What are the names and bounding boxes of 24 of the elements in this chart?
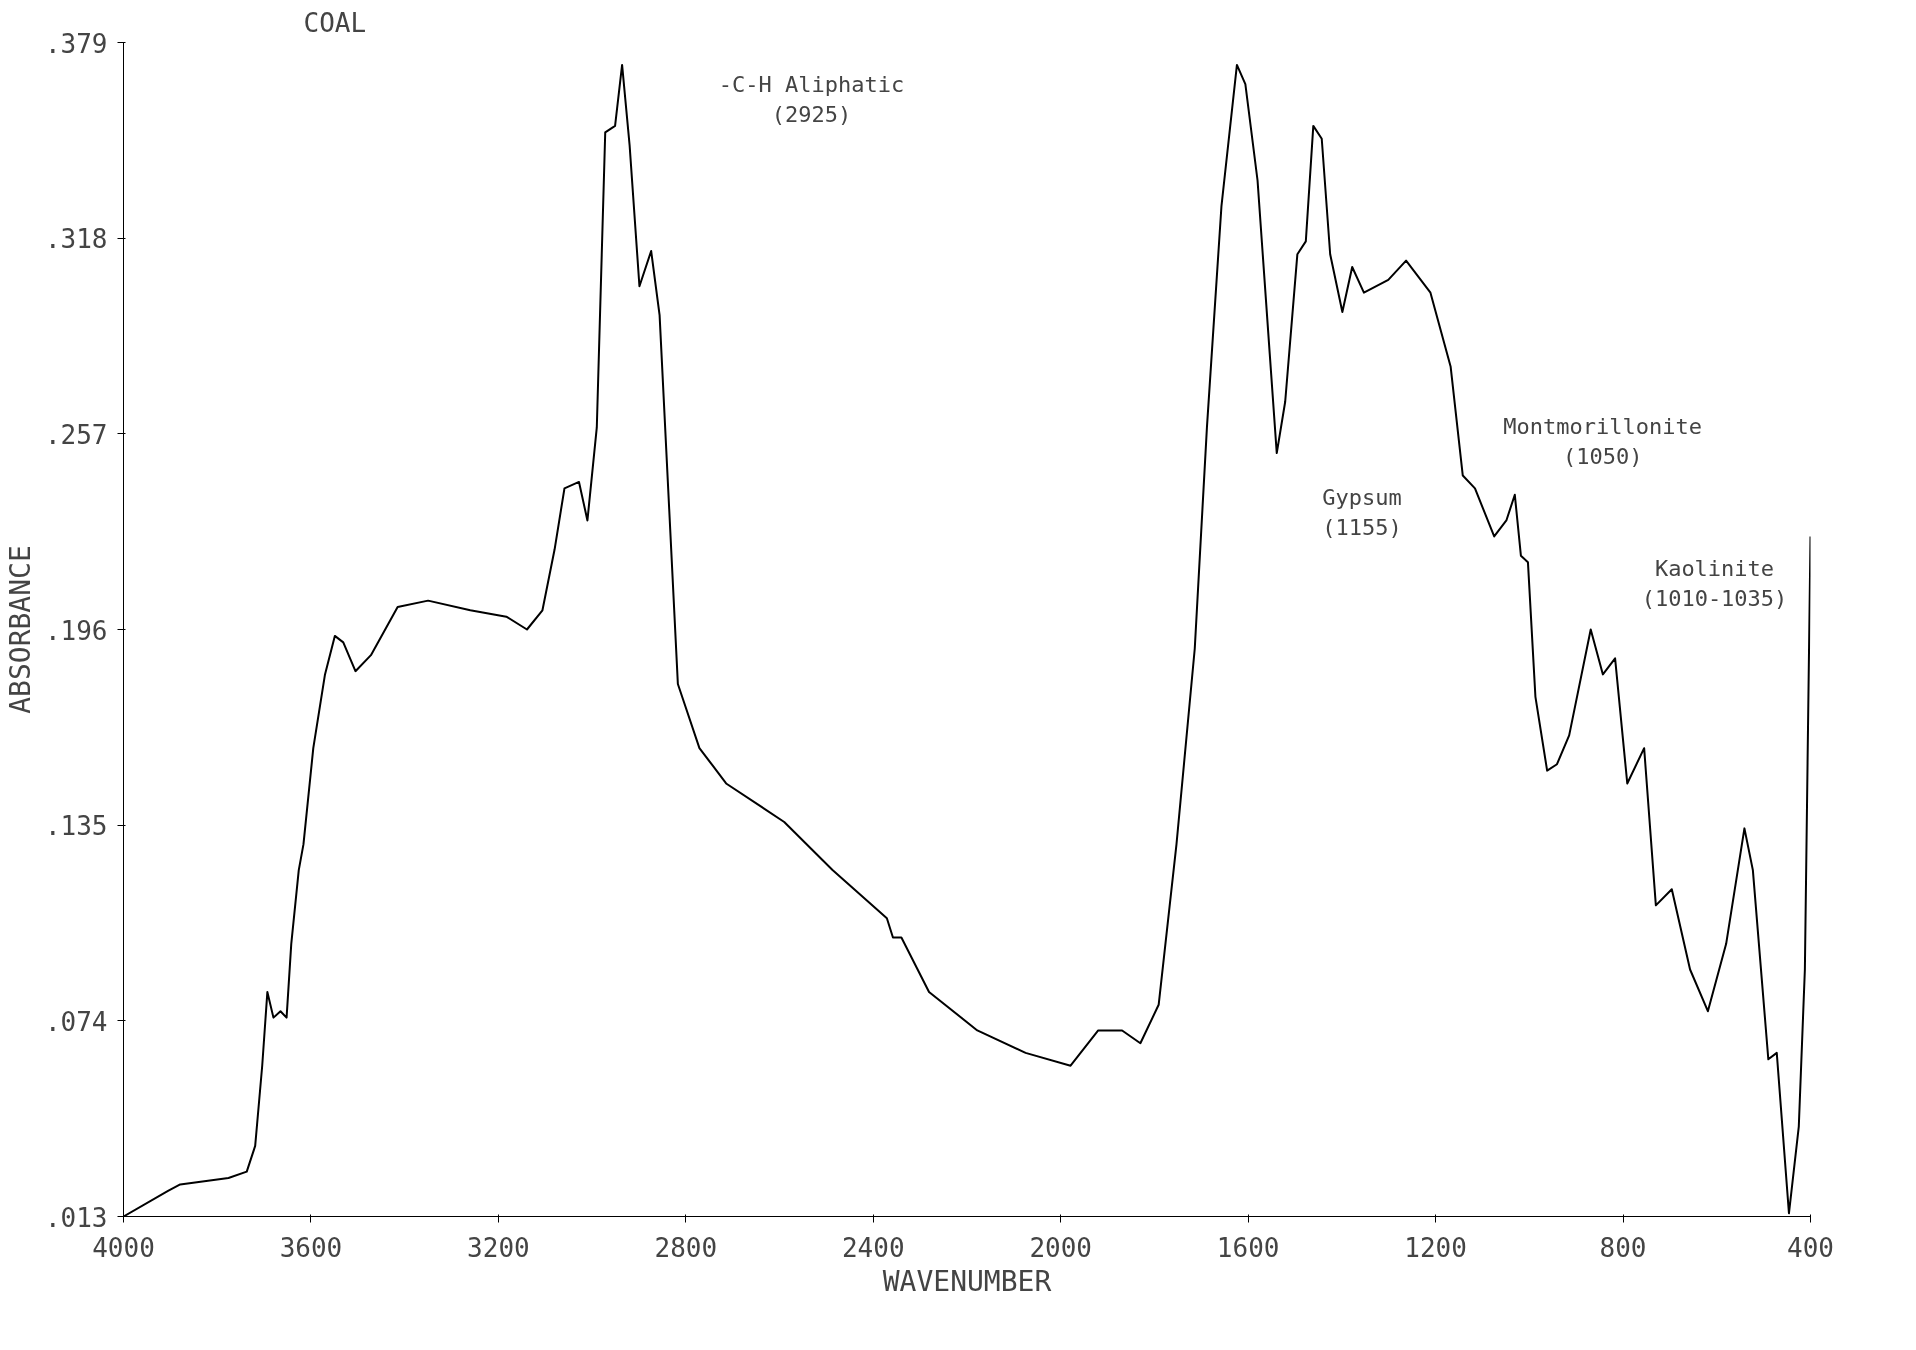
x-tick-label: 1200	[1404, 1232, 1467, 1263]
x-tick-label: 4000	[92, 1232, 155, 1263]
y-tick-label: .257	[44, 419, 108, 450]
x-tick-label: 2800	[654, 1232, 718, 1263]
x-tick-label: 800	[1599, 1232, 1647, 1263]
annotation: Gypsum (1155)	[1322, 484, 1402, 540]
annotation: Kaolinite (1010-1035)	[1641, 555, 1788, 611]
x-tick-label: 400	[1787, 1232, 1834, 1263]
y-tick-label: .318	[44, 224, 108, 255]
y-tick-label: .135	[44, 811, 108, 842]
chart-title: COAL	[303, 7, 367, 38]
x-tick-label: 2000	[1029, 1232, 1093, 1263]
x-axis-title: WAVENUMBER	[882, 1264, 1052, 1298]
annotation: Montmorillonite (1050)	[1503, 414, 1703, 470]
x-tick-label: 1600	[1216, 1232, 1280, 1263]
y-tick-label: .196	[44, 615, 108, 646]
y-tick-label: .013	[44, 1202, 108, 1233]
x-tick-label: 3200	[467, 1232, 530, 1263]
y-axis-title: ABSORBANCE	[3, 545, 37, 714]
y-tick-label: .379	[44, 28, 108, 59]
annotation: -C-H Aliphatic (2925)	[718, 71, 905, 127]
x-tick-label: 2400	[841, 1232, 905, 1263]
x-tick-label: 3600	[279, 1232, 343, 1263]
y-tick-label: .074	[44, 1006, 108, 1037]
